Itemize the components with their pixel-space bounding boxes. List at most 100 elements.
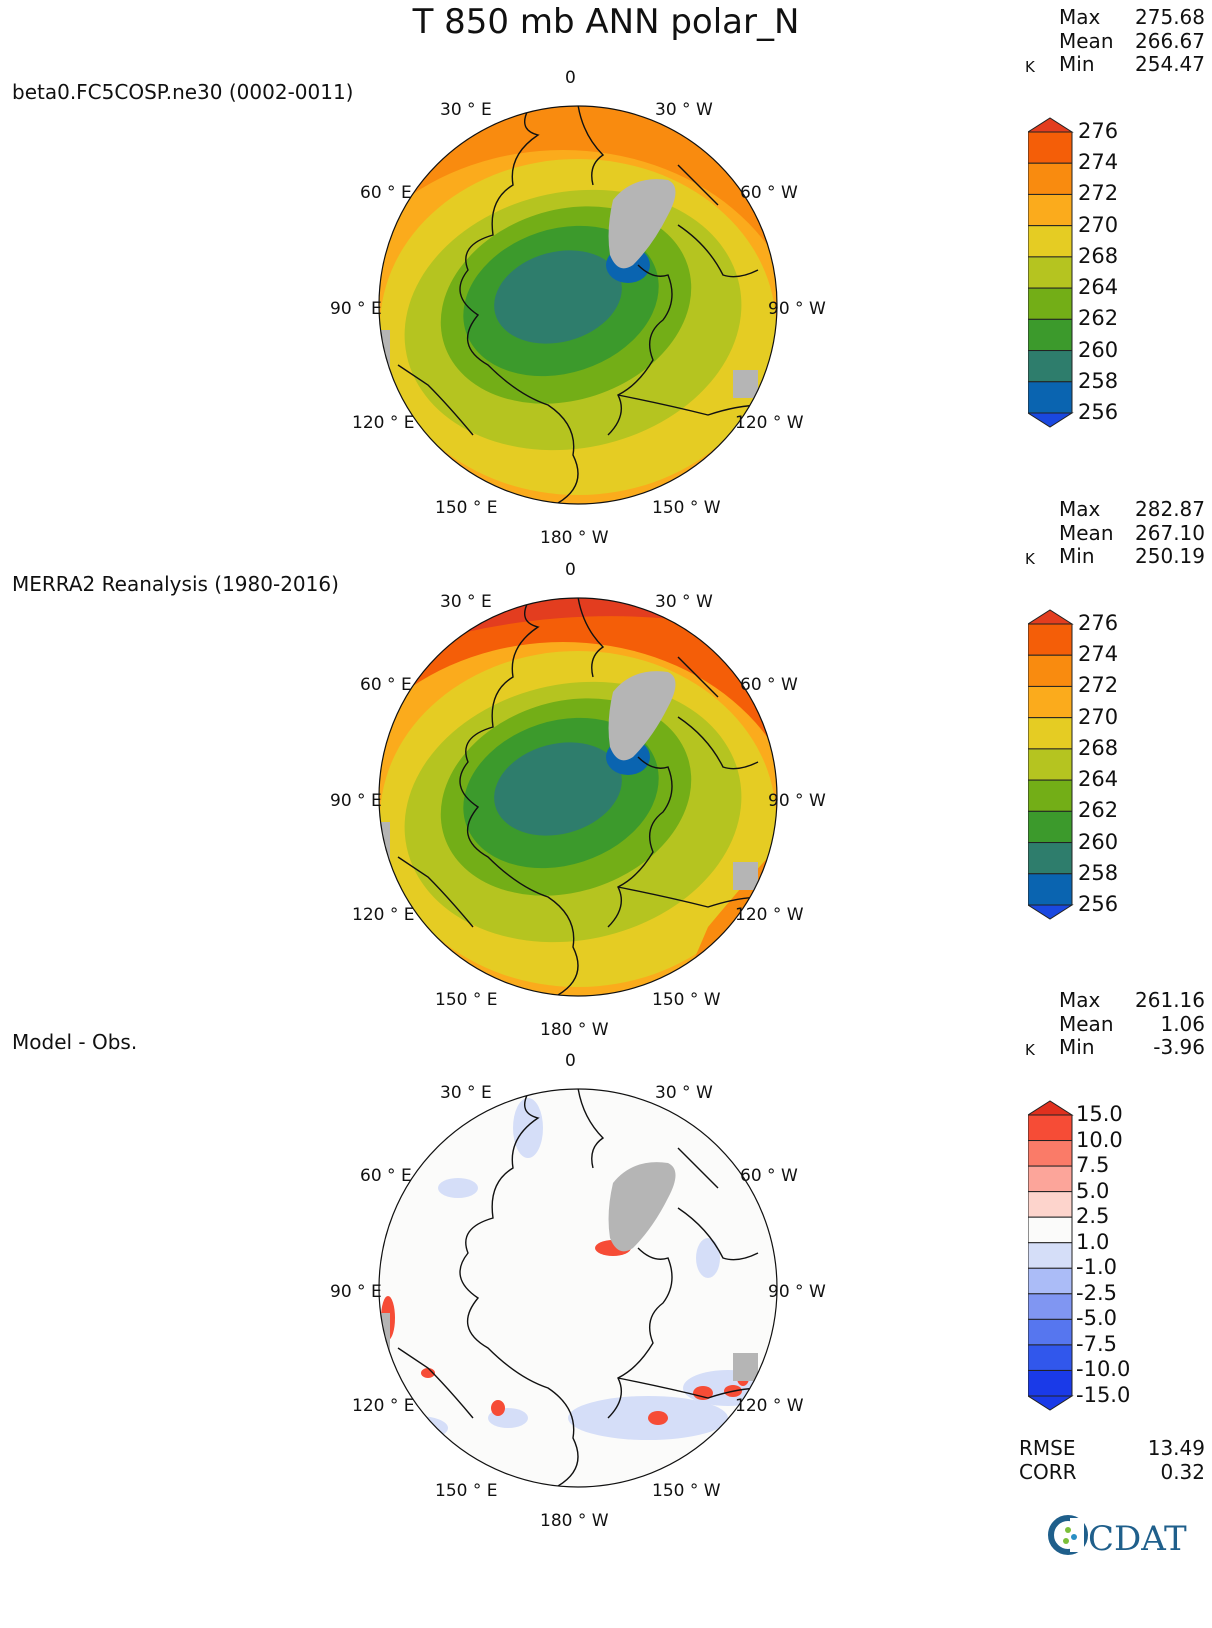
colorbar-tick-label: -15.0 [1076, 1383, 1131, 1407]
longitude-label-w150: 150 ° W [652, 1481, 721, 1501]
longitude-label-w120: 120 ° W [735, 905, 804, 925]
greenland-mask [608, 671, 676, 761]
colorbar-tick-label: 272 [1078, 181, 1119, 206]
panel-label: Model - Obs. [12, 1030, 138, 1054]
longitude-label-e30: 30 ° E [440, 1083, 492, 1103]
longitude-label-e90: 90 ° E [330, 1282, 382, 1302]
greenland-mask [608, 1162, 676, 1252]
logo-text: CDAT [1088, 1519, 1187, 1559]
cdat-logo: CDAT [1046, 1510, 1196, 1560]
longitude-label-e120: 120 ° E [352, 905, 415, 925]
longitude-label-w60: 60 ° W [740, 675, 798, 695]
temperature-field [379, 598, 777, 996]
colorbar-top-arrow [1028, 609, 1074, 625]
stat-max-row: Max 282.87 [1000, 497, 1205, 521]
stat-name-max: Max [1059, 497, 1101, 521]
colorbar-segment [1028, 225, 1073, 258]
colorbar-segment [1028, 873, 1073, 906]
colorbar-segment [1028, 1293, 1073, 1320]
colorbar-segment [1028, 1318, 1073, 1346]
colorbar-segment [1028, 842, 1073, 875]
longitude-label-e90: 90 ° E [330, 791, 382, 811]
colorbar-tick-label: -7.5 [1076, 1331, 1117, 1356]
stat-mean-row: Mean 1.06 [1000, 1012, 1205, 1036]
longitude-label-w150: 150 ° W [652, 990, 721, 1010]
stat-value-min: -3.96 [1153, 1035, 1205, 1059]
colorbar-tick-label: 274 [1078, 150, 1119, 175]
colorbar-segment [1028, 1267, 1073, 1295]
longitude-label-w60: 60 ° W [740, 1166, 798, 1186]
longitude-label-e60: 60 ° E [360, 183, 412, 203]
longitude-label-w60: 60 ° W [740, 183, 798, 203]
colorbar-top-arrow [1028, 117, 1074, 133]
stat-value-max: 275.68 [1135, 5, 1205, 29]
colorbar-tick-label: 264 [1078, 275, 1119, 300]
longitude-label-e150: 150 ° E [435, 498, 498, 518]
colorbar-segment [1028, 1216, 1073, 1244]
stat-value-max: 282.87 [1135, 497, 1205, 521]
colorbar-tick-label: 270 [1078, 704, 1119, 729]
colorbar-tick-label: 256 [1078, 892, 1119, 916]
longitude-label-w30: 30 ° W [655, 100, 713, 120]
stat-min-row: K Min 254.47 [1000, 52, 1205, 76]
stat-name-min: Min [1059, 52, 1095, 76]
figure-title: T 850 mb ANN polar_N [412, 2, 800, 42]
colorbar-segment [1028, 1114, 1073, 1142]
polar-map [378, 1088, 778, 1488]
colorbar-segment [1028, 287, 1073, 320]
units-label: K [1025, 1041, 1035, 1059]
colorbar-segment [1028, 779, 1073, 812]
colorbar-tick-label: 268 [1078, 735, 1119, 760]
colorbar-tick-label: 272 [1078, 673, 1119, 698]
longitude-label-w120: 120 ° W [735, 413, 804, 433]
colorbar-tick-label: 260 [1078, 829, 1119, 854]
rmse-row: RMSE 13.49 [1000, 1436, 1205, 1460]
units-label: K [1025, 550, 1035, 568]
stat-name-rmse: RMSE [1019, 1436, 1076, 1460]
longitude-label-e60: 60 ° E [360, 675, 412, 695]
colorbar-segment [1028, 717, 1073, 750]
colorbar-segment [1028, 318, 1073, 352]
longitude-label-e120: 120 ° E [352, 413, 415, 433]
polar-map [378, 105, 778, 505]
colorbar-segment [1028, 350, 1073, 383]
colorbar-bottom-arrow [1028, 904, 1074, 920]
stat-name-mean: Mean [1059, 521, 1114, 545]
stat-value-mean: 267.10 [1135, 521, 1205, 545]
colorbar [1028, 609, 1074, 920]
colorbar-segment [1028, 1344, 1073, 1371]
colorbar-segment [1028, 623, 1073, 656]
stat-name-min: Min [1059, 544, 1095, 568]
stat-value-max: 261.16 [1135, 988, 1205, 1012]
stat-max-row: Max 275.68 [1000, 5, 1205, 29]
stat-name-mean: Mean [1059, 1012, 1114, 1036]
greenland-mask [608, 179, 676, 269]
colorbar-segment [1028, 1369, 1073, 1397]
stat-name-min: Min [1059, 1035, 1095, 1059]
colorbar-segment [1028, 654, 1073, 687]
polar-map [378, 597, 778, 997]
stat-min-row: K Min -3.96 [1000, 1035, 1205, 1059]
longitude-label-bottom: 180 ° W [540, 528, 609, 548]
longitude-label-w30: 30 ° W [655, 1083, 713, 1103]
colorbar-segment [1028, 1165, 1073, 1193]
colorbar-bottom-arrow [1028, 412, 1074, 428]
stat-mean-row: Mean 267.10 [1000, 521, 1205, 545]
colorbar-segment [1028, 256, 1073, 289]
colorbar-segment [1028, 685, 1073, 719]
coastlines [397, 598, 764, 996]
colorbar-segment [1028, 193, 1073, 227]
colorbar-segment [1028, 1140, 1073, 1167]
units-label: K [1025, 58, 1035, 76]
stat-value-corr: 0.32 [1160, 1460, 1205, 1484]
longitude-label-e30: 30 ° E [440, 100, 492, 120]
longitude-label-e150: 150 ° E [435, 990, 498, 1010]
map-outline [378, 1088, 778, 1488]
colorbar-tick-label: -1.0 [1076, 1255, 1117, 1280]
coastlines [397, 106, 764, 504]
stat-value-mean: 1.06 [1160, 1012, 1205, 1036]
longitude-label-w120: 120 ° W [735, 1396, 804, 1416]
colorbar [1028, 117, 1074, 428]
longitude-label-w30: 30 ° W [655, 592, 713, 612]
colorbar-tick-label: 7.5 [1076, 1153, 1110, 1178]
